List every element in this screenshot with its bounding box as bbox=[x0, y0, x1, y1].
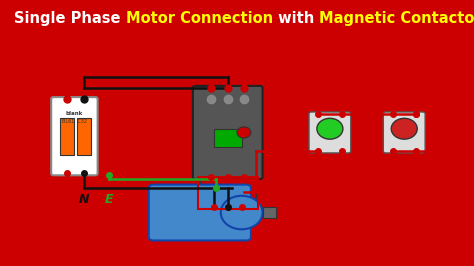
Circle shape bbox=[317, 118, 343, 139]
Circle shape bbox=[221, 196, 263, 229]
FancyBboxPatch shape bbox=[309, 112, 351, 153]
Bar bbox=[61, 118, 74, 155]
Text: N: N bbox=[79, 193, 89, 206]
Text: BL61  C32: BL61 C32 bbox=[62, 119, 87, 124]
FancyBboxPatch shape bbox=[383, 112, 425, 153]
FancyBboxPatch shape bbox=[193, 86, 263, 179]
Bar bbox=[200, 177, 255, 207]
Text: E: E bbox=[105, 193, 113, 206]
Text: L: L bbox=[59, 193, 67, 206]
Circle shape bbox=[391, 118, 417, 139]
FancyBboxPatch shape bbox=[51, 97, 98, 175]
Circle shape bbox=[237, 127, 251, 138]
Text: Magnetic Contactor: Magnetic Contactor bbox=[319, 11, 474, 26]
Bar bbox=[198, 177, 258, 209]
Text: Single Phase: Single Phase bbox=[14, 11, 126, 26]
Bar bbox=[77, 118, 91, 155]
Bar bbox=[214, 129, 242, 147]
Text: blank: blank bbox=[66, 111, 83, 116]
FancyBboxPatch shape bbox=[149, 185, 251, 240]
Text: Motor Connection: Motor Connection bbox=[126, 11, 273, 26]
Text: with: with bbox=[273, 11, 319, 26]
Bar bbox=[263, 207, 276, 218]
